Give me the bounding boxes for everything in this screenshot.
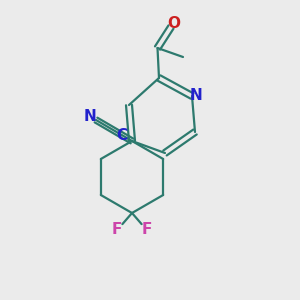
Text: F: F [142, 222, 152, 237]
Text: N: N [189, 88, 202, 104]
Text: F: F [112, 222, 122, 237]
Text: N: N [84, 109, 96, 124]
Text: C: C [116, 128, 127, 142]
Text: O: O [167, 16, 181, 31]
